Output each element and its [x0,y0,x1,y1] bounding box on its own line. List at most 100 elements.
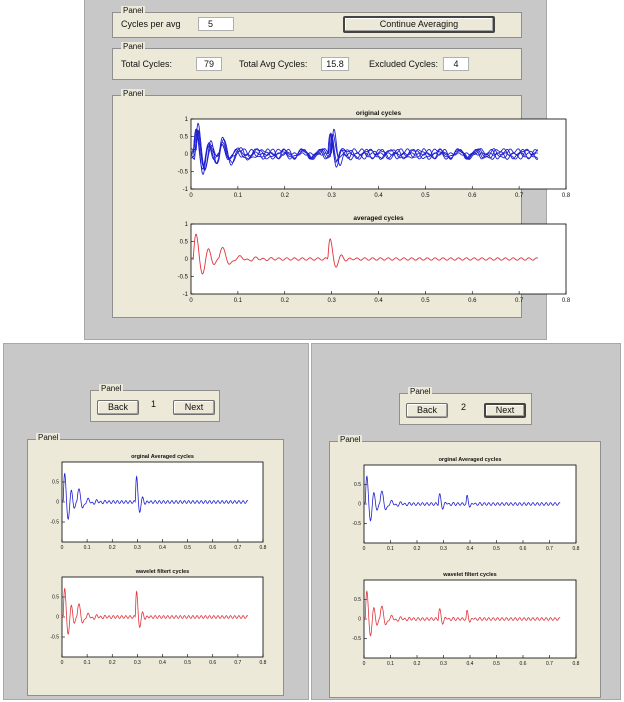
continue-averaging-button[interactable]: Continue Averaging [343,16,495,33]
panel-title: Panel [121,42,146,52]
filtered-cycle-line [363,590,561,637]
y-tick-label: -0.5 [352,521,361,527]
x-tick-label: 0.8 [573,661,580,667]
y-tick-label: 0 [56,500,59,506]
filtered-cycle-line [61,587,249,636]
plot-axes-6: wavelet filtert cycles 0 0.1 0.2 0.3 0.4 0.5 0.… [352,572,579,667]
x-tick-label: 0 [363,661,366,667]
x-tick-label: 0.8 [260,660,267,666]
next-button[interactable]: Next [173,400,215,415]
y-tick-label: 0 [358,502,361,508]
x-tick-label: 0.6 [468,193,477,199]
x-tick-label: 0.5 [493,546,500,552]
x-tick-label: 0.6 [468,298,477,304]
x-tick-label: 0.7 [546,546,553,552]
y-tick-label: 0.5 [354,482,361,488]
x-tick-label: 0.5 [421,193,430,199]
back-button[interactable]: Back [97,400,139,415]
original-cycle-line [190,129,539,167]
averaged-cycle-line [190,233,539,275]
panel-title: Panel [121,6,146,16]
x-tick-label: 0.5 [421,298,430,304]
plot-title: wavelet filtert cycles [135,569,190,575]
y-tick-label: 0 [358,617,361,623]
y-tick-label: -0.5 [178,275,189,281]
next-button[interactable]: Next [484,403,526,418]
x-tick-label: 0.8 [562,298,571,304]
plots-panel: Panel original cycles 0 0.1 0.2 0.3 0.4 0.5 0.6… [112,89,571,318]
y-tick-label: -1 [183,187,189,193]
page-index: 1 [151,399,157,409]
y-tick-label: 0.5 [52,595,59,601]
x-tick-label: 0.1 [387,546,394,552]
top-plots-svg: original cycles 0 0.1 0.2 0.3 0.4 0.5 0.6 0.7 0.8… [178,110,571,304]
y-tick-label: 0.5 [354,597,361,603]
x-tick-label: 0.6 [520,546,527,552]
x-tick-label: 0.8 [260,545,267,551]
cycles-per-avg-input[interactable]: 5 [198,17,234,31]
x-tick-label: 0.3 [327,298,336,304]
x-tick-label: 0.2 [414,661,421,667]
x-tick-label: 0 [61,660,64,666]
y-tick-label: 1 [185,117,189,123]
excluded-cycles-label: Excluded Cycles: [369,59,439,69]
x-tick-label: 0.4 [374,193,383,199]
x-tick-label: 0.6 [209,660,216,666]
x-tick-label: 0.3 [440,546,447,552]
original-cycle-line [190,122,539,171]
x-tick-label: 0.7 [515,298,524,304]
plot-title: averaged cycles [353,215,404,222]
x-tick-label: 0.2 [281,298,290,304]
x-tick-label: 0.5 [184,545,191,551]
y-tick-label: 0 [185,257,189,263]
y-tick-label: -0.5 [50,520,59,526]
total-avg-cycles-label: Total Avg Cycles: [239,59,308,69]
x-tick-label: 0 [189,298,193,304]
x-tick-label: 0.2 [414,546,421,552]
plots-panel-right: Panel orginal Averaged cycles 0 0.1 0.2 0.3 0… [329,435,601,698]
panel-title: Panel [99,384,124,394]
y-tick-label: 0.5 [52,480,59,486]
x-tick-label: 0.3 [134,545,141,551]
y-tick-label: 0.5 [180,135,189,141]
x-tick-label: 0.5 [184,660,191,666]
stats-panel: Panel Total Cycles: 79 Total Avg Cycles:… [112,42,522,80]
x-tick-label: 0.1 [387,661,394,667]
x-tick-label: 0.3 [440,661,447,667]
y-tick-label: -0.5 [352,636,361,642]
x-tick-label: 0.4 [374,298,383,304]
back-button[interactable]: Back [406,403,448,418]
excluded-cycles-value: 4 [443,57,469,71]
plot-title: original cycles [356,110,402,117]
plots-panel-left: Panel orginal Averaged cycles 0 0.1 0.2 0.3 0… [27,433,284,696]
x-tick-label: 0.4 [467,546,474,552]
bottom-right-plots-svg: orginal Averaged cycles 0 0.1 0.2 0.3 0.4 0.5 0… [352,457,579,667]
x-tick-label: 0.4 [467,661,474,667]
plot-title: orginal Averaged cycles [439,457,502,463]
total-cycles-label: Total Cycles: [121,59,173,69]
nav-panel-left: Panel Back 1 Next [90,384,220,422]
original-cycle-line [190,128,539,171]
x-tick-label: 0.3 [327,193,336,199]
cycles-per-avg-label: Cycles per avg [121,19,181,29]
x-tick-label: 0.4 [159,660,166,666]
x-tick-label: 0.6 [520,661,527,667]
panel-title: Panel [36,433,61,443]
x-tick-label: 0.3 [134,660,141,666]
y-tick-label: 0 [185,152,189,158]
nav-panel-right: Panel Back 2 Next [399,387,532,425]
x-tick-label: 0.6 [209,545,216,551]
y-tick-label: -0.5 [50,635,59,641]
x-tick-label: 0 [363,546,366,552]
page-index: 2 [461,402,467,412]
controls-panel: Panel Cycles per avg 5 Continue Averagin… [112,6,522,38]
bottom-right-window: Panel Back 2 Next Panel orginal Averaged… [311,343,621,700]
y-tick-label: 1 [185,222,189,228]
panel-title: Panel [121,89,146,99]
x-tick-label: 0.1 [84,545,91,551]
top-window: Panel Cycles per avg 5 Continue Averagin… [84,0,571,340]
x-tick-label: 0.5 [493,661,500,667]
averaged-cycle-line [61,472,249,521]
x-tick-label: 0.2 [281,193,290,199]
plot-title: orginal Averaged cycles [131,454,194,460]
